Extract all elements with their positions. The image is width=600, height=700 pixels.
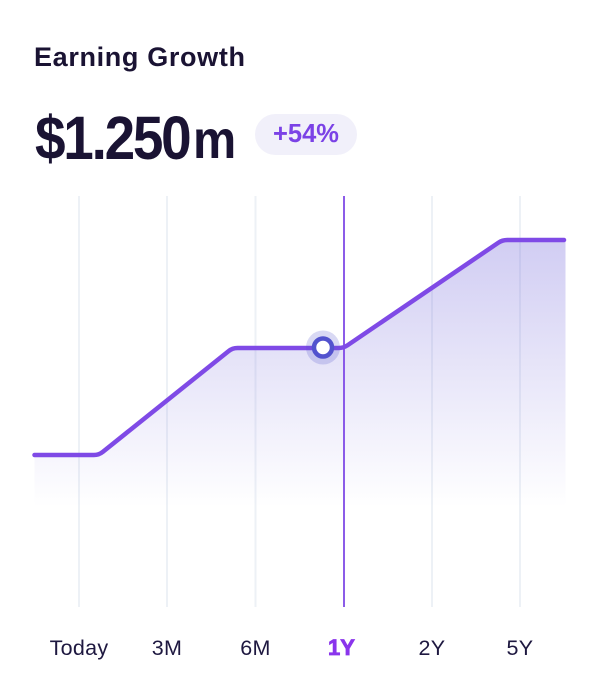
svg-text:5Y: 5Y [507,636,534,660]
svg-text:Today: Today [50,636,109,660]
svg-text:1Y: 1Y [328,635,355,660]
svg-text:3M: 3M [152,636,182,660]
svg-text:6M: 6M [240,636,270,660]
svg-text:2Y: 2Y [419,636,446,660]
